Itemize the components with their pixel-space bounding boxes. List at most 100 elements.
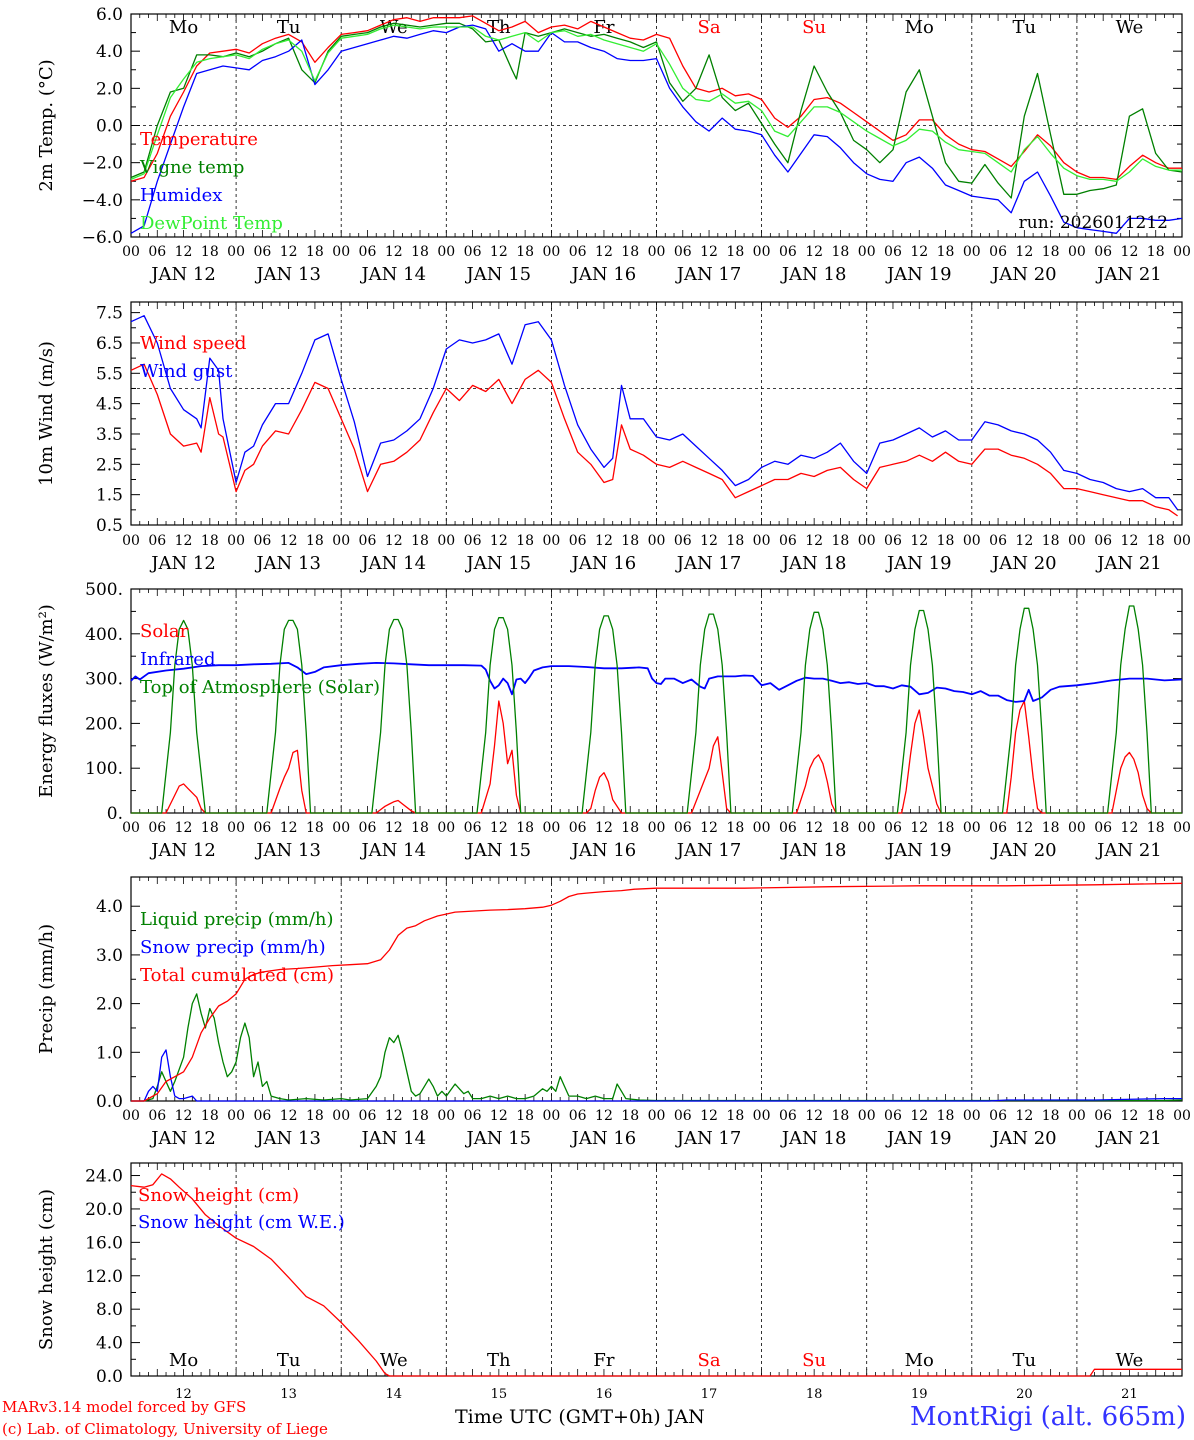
series-line-vigne-temp	[130, 22, 1183, 199]
hour-tick-label: 06	[884, 1108, 902, 1124]
hour-tick-label: 06	[569, 533, 587, 549]
hour-tick-label: 06	[464, 1108, 482, 1124]
hour-tick-label: 18	[621, 1108, 639, 1124]
hour-tick-label: 00	[227, 1108, 245, 1124]
hour-tick-label: 18	[726, 244, 744, 260]
weekday-label: We	[1116, 1350, 1144, 1371]
hour-tick-label: 12	[385, 1108, 403, 1124]
hour-tick-label: 18	[306, 1108, 324, 1124]
hour-tick-label: 18	[726, 533, 744, 549]
hour-tick-label: 18	[516, 244, 534, 260]
date-label: JAN 19	[885, 553, 952, 574]
hour-tick-label: 00	[963, 533, 981, 549]
date-label: JAN 16	[570, 553, 637, 574]
y-tick-label: −6.0	[82, 228, 123, 248]
weekday-label: Mo	[169, 1350, 198, 1371]
hour-tick-label: 12	[385, 533, 403, 549]
hour-tick-label: 12	[910, 820, 928, 836]
weekday-label: We	[380, 1350, 408, 1371]
hour-tick-label: 12	[1121, 533, 1139, 549]
hour-tick-label: 06	[464, 533, 482, 549]
date-label: JAN 20	[990, 840, 1057, 861]
hour-tick-label: 00	[648, 244, 666, 260]
y-tick-label: 2.0	[96, 995, 123, 1015]
day-number-label: 20	[1016, 1387, 1033, 1402]
date-label: JAN 15	[465, 553, 532, 574]
hour-tick-label: 12	[490, 1108, 508, 1124]
hour-tick-label: 00	[858, 1108, 876, 1124]
hour-tick-label: 12	[1015, 244, 1033, 260]
hour-tick-label: 18	[621, 533, 639, 549]
hour-tick-label: 06	[1094, 820, 1112, 836]
y-tick-label: 6.0	[96, 5, 123, 25]
y-tick-label: 7.5	[96, 304, 123, 324]
hour-tick-label: 00	[332, 244, 350, 260]
hour-tick-label: 12	[280, 533, 298, 549]
date-label: JAN 16	[570, 264, 637, 285]
day-number-label: 13	[280, 1387, 297, 1402]
y-tick-label: 1.5	[96, 486, 123, 506]
panel-snow_height: 24.0 20.0 16.0 12.0 8.0 4.0 0.0 Snow height (cm…	[36, 1162, 1183, 1402]
hour-tick-label: 00	[542, 244, 560, 260]
hour-tick-label: 12	[1015, 820, 1033, 836]
date-label: JAN 20	[990, 264, 1057, 285]
series-line-top-of-atmosphere-solar-	[131, 605, 1182, 814]
panel-precip: 4.0 3.0 2.0 1.0 0.0 Precip (mm/h) 00 06 12 18 00 06…	[36, 876, 1191, 1149]
hour-tick-label: 06	[989, 1108, 1007, 1124]
hour-tick-label: 00	[122, 1108, 140, 1124]
hour-tick-label: 06	[884, 533, 902, 549]
legend-entry: Snow height (cm W.E.)	[138, 1212, 345, 1233]
date-label: JAN 17	[675, 264, 742, 285]
legend-entry: Vigne temp	[139, 157, 244, 178]
date-label: JAN 21	[1095, 1128, 1162, 1149]
hour-tick-label: 00	[332, 533, 350, 549]
date-label: JAN 15	[465, 840, 532, 861]
hour-tick-label: 00	[648, 820, 666, 836]
hour-tick-label: 00	[122, 244, 140, 260]
hour-tick-label: 00	[648, 533, 666, 549]
hour-tick-label: 00	[437, 820, 455, 836]
day-number-label: 16	[596, 1387, 613, 1402]
hour-tick-label: 06	[253, 533, 271, 549]
series-line-temperature	[130, 15, 1182, 182]
station-name: MontRigi (alt. 665m)	[910, 1402, 1186, 1432]
hour-tick-label: 06	[1094, 1108, 1112, 1124]
date-label: JAN 15	[465, 264, 532, 285]
hour-tick-label: 12	[700, 244, 718, 260]
hour-tick-label: 06	[779, 533, 797, 549]
hour-tick-label: 12	[175, 244, 193, 260]
date-label: JAN 12	[149, 840, 216, 861]
hour-tick-label: 06	[464, 820, 482, 836]
date-label: JAN 20	[990, 1128, 1057, 1149]
date-label: JAN 21	[1095, 840, 1162, 861]
weekday-label: Su	[802, 17, 826, 38]
series-line-humidex	[130, 24, 1183, 234]
hour-tick-label: 06	[253, 1108, 271, 1124]
hour-tick-label: 18	[1042, 533, 1060, 549]
date-label: JAN 19	[885, 1128, 952, 1149]
y-tick-label: 0.0	[96, 1367, 123, 1387]
hour-tick-label: 06	[464, 244, 482, 260]
hour-tick-label: 06	[359, 244, 377, 260]
hour-tick-label: 12	[280, 1108, 298, 1124]
hour-tick-label: 06	[359, 820, 377, 836]
day-number-label: 21	[1121, 1387, 1138, 1402]
hour-tick-label: 06	[674, 820, 692, 836]
hour-tick-label: 12	[490, 533, 508, 549]
weekday-label: Tu	[1013, 1350, 1037, 1371]
hour-tick-label: 12	[805, 820, 823, 836]
hour-tick-label: 18	[411, 533, 429, 549]
weekday-label: Su	[802, 1350, 826, 1371]
y-tick-label: 0.	[107, 804, 123, 824]
hour-tick-label: 12	[490, 244, 508, 260]
hour-tick-label: 06	[779, 820, 797, 836]
date-label: JAN 19	[885, 840, 952, 861]
hour-tick-label: 00	[542, 533, 560, 549]
hour-tick-label: 12	[175, 820, 193, 836]
date-label: JAN 18	[780, 264, 847, 285]
legend-entry: Snow precip (mm/h)	[140, 937, 326, 958]
hour-tick-label: 12	[280, 244, 298, 260]
date-label: JAN 21	[1095, 264, 1162, 285]
hour-tick-label: 00	[227, 820, 245, 836]
